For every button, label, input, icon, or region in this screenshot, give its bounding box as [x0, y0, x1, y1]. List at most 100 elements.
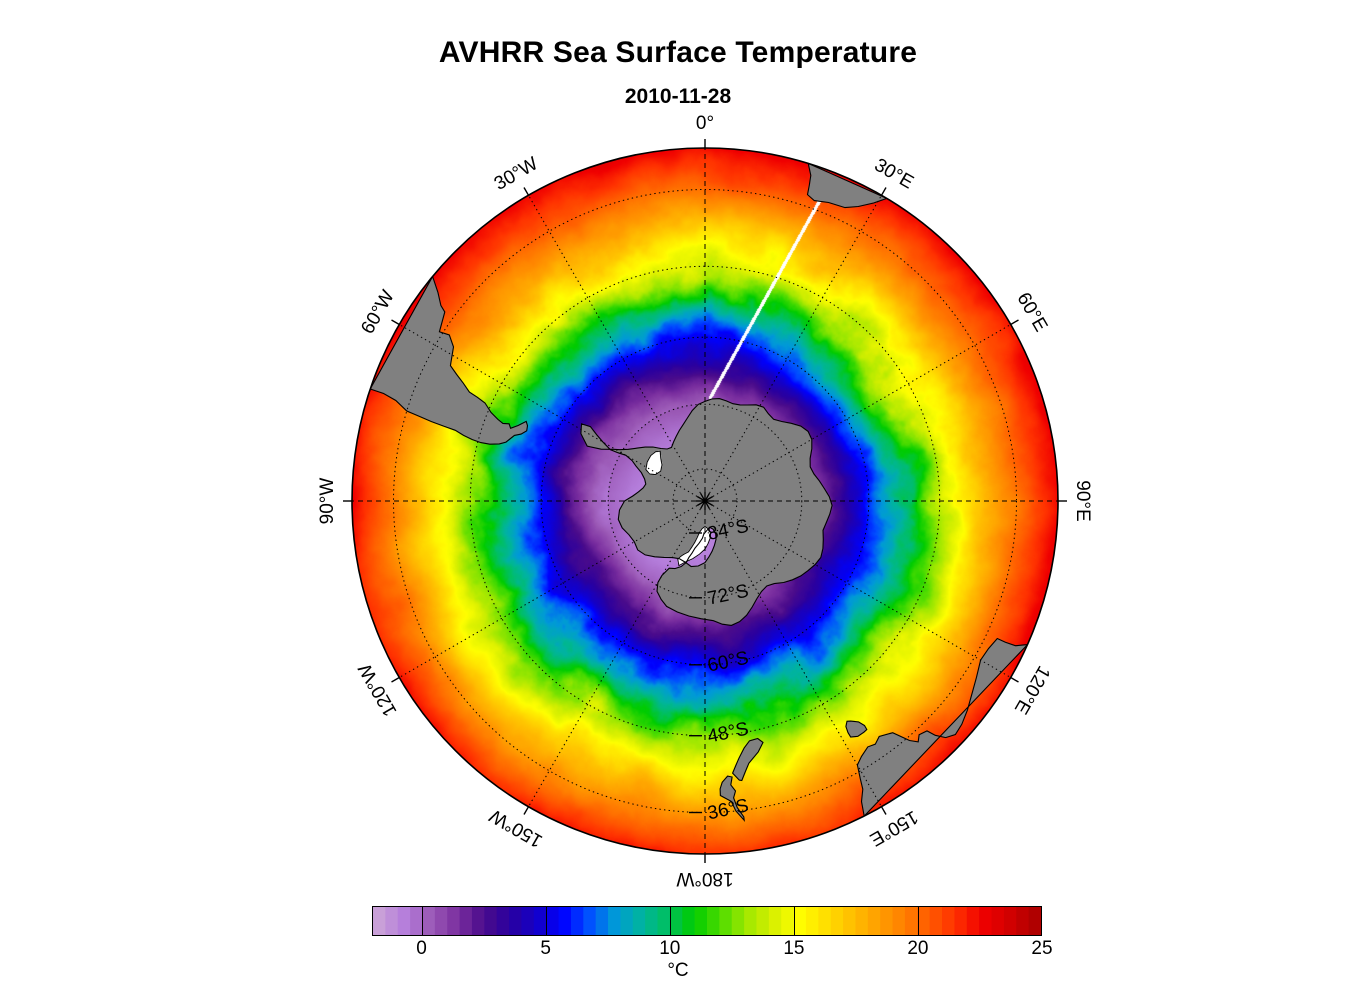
colorbar-band-41 — [880, 907, 894, 935]
meridian-tick--120 — [391, 676, 400, 683]
colorbar-tick-20 — [917, 906, 919, 936]
colorbar-band-51 — [1003, 907, 1017, 935]
pole-ray-8 — [696, 500, 706, 507]
colorbar-band-40 — [867, 907, 881, 935]
colorbar-band-27 — [707, 907, 720, 935]
pole-ray-11 — [699, 492, 706, 502]
colorbar-band-32 — [768, 907, 782, 935]
colorbar-band-36 — [818, 907, 832, 935]
colorbar-band-10 — [496, 907, 510, 935]
coastline-australia — [856, 637, 1029, 818]
colorbar-band-52 — [1016, 907, 1030, 935]
colorbar-band-8 — [471, 907, 485, 935]
meridian-tick--150 — [523, 806, 530, 815]
figure-subtitle: 2010-11-28 — [624, 85, 732, 108]
colorbar-band-30 — [744, 907, 758, 935]
colorbar-band-53 — [1028, 907, 1041, 935]
colorbar-band-44 — [917, 907, 931, 935]
pole-ray-10 — [696, 495, 706, 502]
coastline-south-america — [369, 275, 529, 445]
colorbar-band-33 — [781, 907, 795, 935]
meridian-label-0: 0° — [696, 113, 714, 134]
colorbar-band-24 — [669, 907, 683, 935]
colorbar-band-21 — [632, 907, 646, 935]
colorbar-unit-label: °C — [667, 960, 689, 981]
colorbar-tick-0 — [421, 906, 423, 936]
colorbar-band-0 — [373, 907, 386, 935]
colorbar-band-48 — [966, 907, 980, 935]
colorbar-band-42 — [892, 907, 906, 935]
meridian-label-150: 150°E — [866, 806, 922, 850]
graticule-group — [352, 148, 1058, 854]
south-pole-marker — [696, 492, 714, 510]
coastline-new-zealand-north — [719, 775, 745, 822]
colorbar-band-11 — [509, 907, 523, 935]
colorbar-band-6 — [447, 907, 461, 935]
colorbar-band-26 — [694, 907, 708, 935]
colorbar-band-28 — [719, 907, 733, 935]
meridian-label-60: 60°E — [1012, 289, 1051, 335]
pole-ray-2 — [704, 495, 714, 502]
colorbar-band-17 — [583, 907, 597, 935]
colorbar-band-9 — [484, 907, 498, 935]
colorbar-band-4 — [422, 907, 436, 935]
coastline-madagascar — [951, 228, 990, 253]
meridian-label-90: 90°E — [1072, 480, 1093, 521]
coastline-antarctica — [580, 398, 833, 626]
colorbar-gradient — [372, 906, 1042, 936]
meridian-label--90: 90°W — [317, 478, 338, 525]
ice-shelf-outline-0 — [677, 526, 712, 567]
colorbar-band-14 — [546, 907, 560, 935]
colorbar-band-31 — [756, 907, 770, 935]
colorbar-band-29 — [731, 907, 745, 935]
colorbar-band-1 — [385, 907, 399, 935]
colorbar — [372, 906, 1042, 936]
colorbar-band-3 — [410, 907, 424, 935]
colorbar-band-38 — [843, 907, 857, 935]
colorbar-tick-label-15: 15 — [783, 938, 805, 959]
colorbar-band-12 — [521, 907, 535, 935]
coastline-tasmania — [845, 720, 868, 738]
colorbar-band-22 — [645, 907, 659, 935]
colorbar-band-13 — [533, 907, 547, 935]
coastline-new-zealand-south — [731, 737, 764, 782]
pole-ray-5 — [704, 500, 711, 510]
colorbar-band-23 — [657, 907, 671, 935]
colorbar-band-47 — [954, 907, 968, 935]
ice-shelf-outline-1 — [645, 450, 663, 476]
colorbar-tick-5 — [545, 906, 547, 936]
colorbar-band-49 — [979, 907, 993, 935]
colorbar-band-34 — [793, 907, 807, 935]
colorbar-band-45 — [929, 907, 943, 935]
meridian-label--30: 30°W — [491, 153, 542, 195]
meridian-tick-150 — [880, 806, 887, 815]
colorbar-band-39 — [855, 907, 869, 935]
colorbar-band-7 — [459, 907, 473, 935]
meridian-label--60: 60°W — [357, 287, 399, 338]
colorbar-band-2 — [397, 907, 411, 935]
colorbar-band-16 — [570, 907, 584, 935]
colorbar-tick-15 — [793, 906, 795, 936]
meridian-label-120: 120°E — [1010, 662, 1054, 718]
pole-ray-1 — [704, 492, 711, 502]
colorbar-tick-label-20: 20 — [907, 938, 929, 959]
colorbar-band-19 — [608, 907, 622, 935]
colorbar-band-25 — [682, 907, 696, 935]
colorbar-band-50 — [991, 907, 1005, 935]
colorbar-band-15 — [558, 907, 572, 935]
meridian-tick-60 — [1010, 319, 1019, 326]
colorbar-tick-label-0: 0 — [416, 938, 427, 959]
meridian-tick--60 — [391, 319, 400, 326]
page-title: AVHRR Sea Surface Temperature — [438, 36, 918, 69]
meridian-tick--30 — [523, 187, 530, 196]
colorbar-band-35 — [805, 907, 819, 935]
meridian-label-180: 180°W — [676, 868, 733, 889]
colorbar-tick-label-10: 10 — [659, 938, 681, 959]
colorbar-band-20 — [620, 907, 634, 935]
colorbar-band-46 — [942, 907, 956, 935]
meridian-label-30: 30°E — [871, 155, 917, 194]
colorbar-tick-label-5: 5 — [540, 938, 551, 959]
colorbar-band-37 — [830, 907, 844, 935]
meridian-tick-30 — [880, 187, 887, 196]
